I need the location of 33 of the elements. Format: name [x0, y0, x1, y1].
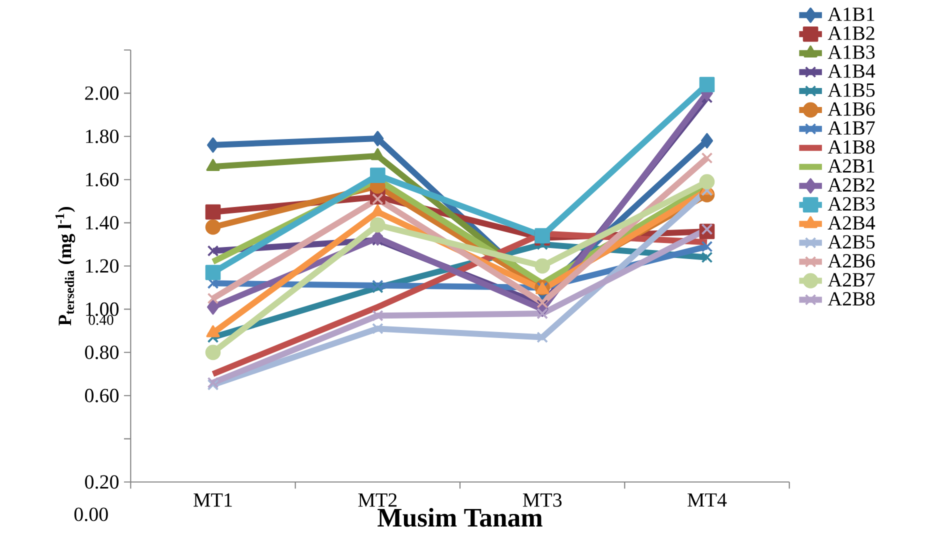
x-tick-label: MT4: [688, 493, 727, 507]
text: 0.00: [74, 508, 108, 522]
y-tick-label: 1.20: [86, 259, 119, 273]
legend-label: A2B5: [828, 235, 875, 249]
legend-label: A2B6: [828, 254, 875, 268]
x-tick-label: MT1: [194, 493, 232, 507]
y-tick-label: 0.60: [85, 388, 119, 402]
legend-label: A1B2: [828, 26, 874, 40]
y-axis-title: P$_{tersedia}$ (mg l$^{-1}$): [55, 206, 76, 326]
y-tick-label: 0.20: [85, 475, 119, 489]
x-axis-title: Musim Tanam: [378, 508, 542, 527]
legend-label: A2B7: [828, 273, 875, 286]
legend-label: A2B1: [828, 159, 874, 173]
legend-label: A2B2: [828, 178, 874, 192]
x-tick-label: MT2: [358, 493, 397, 507]
x-tick-label: MT3: [522, 493, 562, 507]
legend-label: A1B3: [828, 45, 875, 59]
legend-label: A1B8: [828, 140, 875, 154]
legend-label: A2B4: [828, 216, 876, 230]
legend-label: A1B5: [828, 83, 875, 97]
legend-label: A1B4: [828, 64, 876, 78]
y-tick-label: 1.60: [86, 172, 119, 186]
y-tick-label: 1.40: [86, 216, 119, 230]
legend-label: A2B8: [828, 292, 875, 306]
legend-label: A1B6: [828, 102, 875, 116]
y-tick-label: 0.80: [85, 346, 119, 360]
legend-label: A2B3: [828, 197, 875, 211]
legend-label: A1B1: [828, 8, 874, 21]
y-tick-label: 1.00: [86, 302, 119, 316]
y-tick-label: 2.00: [85, 86, 119, 100]
legend-label: A1B7: [828, 121, 875, 135]
y-tick-label: 1.80: [86, 130, 119, 144]
text: 0.40: [88, 315, 114, 325]
